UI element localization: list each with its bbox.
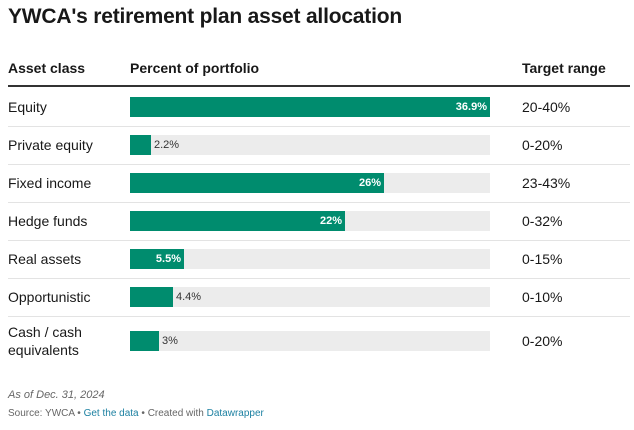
row-divider bbox=[8, 202, 630, 203]
row-label: Cash / cash equivalents bbox=[8, 323, 82, 359]
bar-track: 2.2% bbox=[130, 135, 490, 155]
get-data-link[interactable]: Get the data bbox=[83, 408, 139, 419]
row-label-line: Opportunistic bbox=[8, 289, 91, 305]
row-divider bbox=[8, 240, 630, 241]
bar bbox=[130, 173, 384, 193]
row-divider bbox=[8, 164, 630, 165]
target-range: 20-40% bbox=[522, 99, 571, 115]
row-label-line: equivalents bbox=[8, 342, 79, 358]
bar-track: 4.4% bbox=[130, 287, 490, 307]
date-note: As of Dec. 31, 2024 bbox=[8, 389, 105, 401]
target-range: 0-32% bbox=[522, 213, 563, 229]
bar-value-label: 2.2% bbox=[154, 139, 180, 151]
row-label: Private equity bbox=[8, 136, 93, 154]
bar-value-label: 3% bbox=[162, 335, 178, 347]
separator: • bbox=[138, 408, 148, 419]
row-label-line: Hedge funds bbox=[8, 213, 88, 229]
target-range: 0-15% bbox=[522, 251, 563, 267]
separator: • bbox=[74, 408, 84, 419]
row-label: Opportunistic bbox=[8, 288, 90, 306]
header-divider bbox=[8, 85, 630, 87]
bar-track: 22% bbox=[130, 211, 490, 231]
bar bbox=[130, 287, 173, 307]
target-range: 23-43% bbox=[522, 175, 571, 191]
row-divider bbox=[8, 278, 630, 279]
row-label: Equity bbox=[8, 98, 47, 116]
bar-value-label: 5.5% bbox=[155, 253, 181, 265]
row-label-line: Real assets bbox=[8, 251, 82, 267]
row-label: Hedge funds bbox=[8, 212, 87, 230]
created-with-text: Created with bbox=[147, 408, 204, 419]
bar-value-label: 4.4% bbox=[176, 291, 202, 303]
row-label: Real assets bbox=[8, 250, 81, 268]
target-range: 0-20% bbox=[522, 137, 563, 153]
row-label-line: Private equity bbox=[8, 137, 93, 153]
bar bbox=[130, 211, 345, 231]
row-label-line: Fixed income bbox=[8, 175, 92, 191]
source-text: Source: YWCA bbox=[8, 408, 75, 419]
bar-track: 5.5% bbox=[130, 249, 490, 269]
bar bbox=[130, 249, 184, 269]
target-range: 0-10% bbox=[522, 289, 563, 305]
bar-track: 3% bbox=[130, 331, 490, 351]
bar bbox=[130, 97, 490, 117]
chart-title: YWCA's retirement plan asset allocation bbox=[8, 5, 402, 28]
bar-value-label: 26% bbox=[358, 177, 381, 189]
column-header-percent: Percent of portfolio bbox=[130, 60, 260, 76]
bar bbox=[130, 331, 159, 351]
column-header-target-range: Target range bbox=[522, 60, 606, 76]
row-label-line: Cash / cash bbox=[8, 324, 82, 340]
row-label-line: Equity bbox=[8, 99, 47, 115]
bar-value-label: 22% bbox=[319, 215, 342, 227]
column-header-asset-class: Asset class bbox=[8, 60, 86, 76]
row-divider bbox=[8, 126, 630, 127]
bar-track: 26% bbox=[130, 173, 490, 193]
row-label: Fixed income bbox=[8, 174, 91, 192]
bar-track: 36.9% bbox=[130, 97, 490, 117]
target-range: 0-20% bbox=[522, 333, 563, 349]
datawrapper-link[interactable]: Datawrapper bbox=[206, 408, 264, 419]
bar bbox=[130, 135, 151, 155]
source-line: Source: YWCA • Get the data • Created wi… bbox=[8, 408, 264, 419]
row-divider bbox=[8, 316, 630, 317]
bar-value-label: 36.9% bbox=[455, 101, 487, 113]
